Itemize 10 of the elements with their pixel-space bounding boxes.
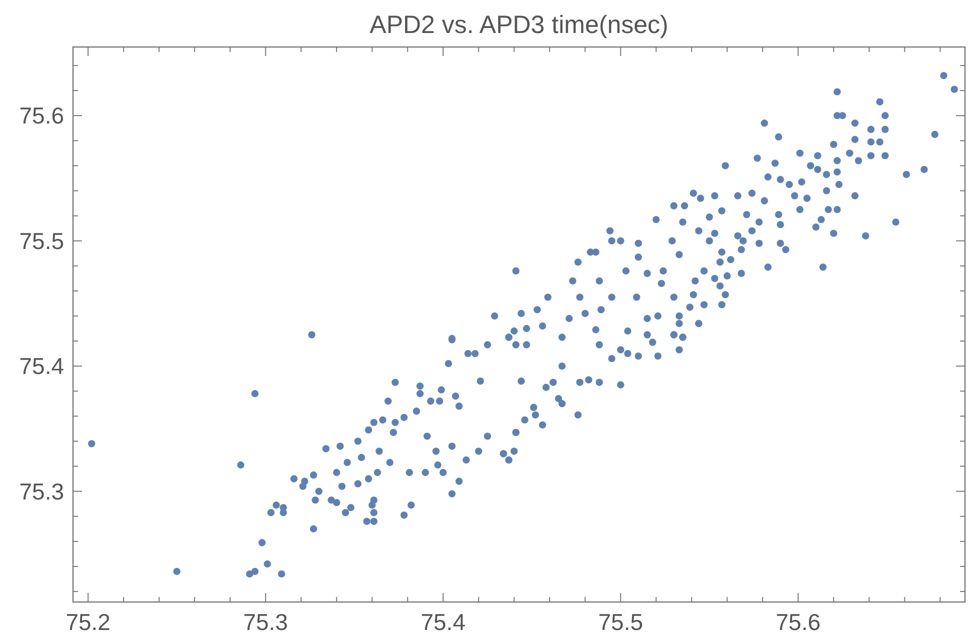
chart-title: APD2 vs. APD3 time(nsec) [370,11,668,39]
y-tick-label: 75.4 [19,353,64,380]
x-tick-label: 75.3 [243,609,288,635]
x-tick-label: 75.6 [776,609,821,635]
x-tick-label: 75.4 [420,609,466,635]
y-tick-label: 75.3 [19,478,64,504]
y-tick-label: 75.5 [19,228,64,254]
x-tick-label: 75.2 [66,609,110,635]
y-tick-label: 75.6 [19,102,64,129]
x-tick-label: 75.5 [598,609,644,635]
